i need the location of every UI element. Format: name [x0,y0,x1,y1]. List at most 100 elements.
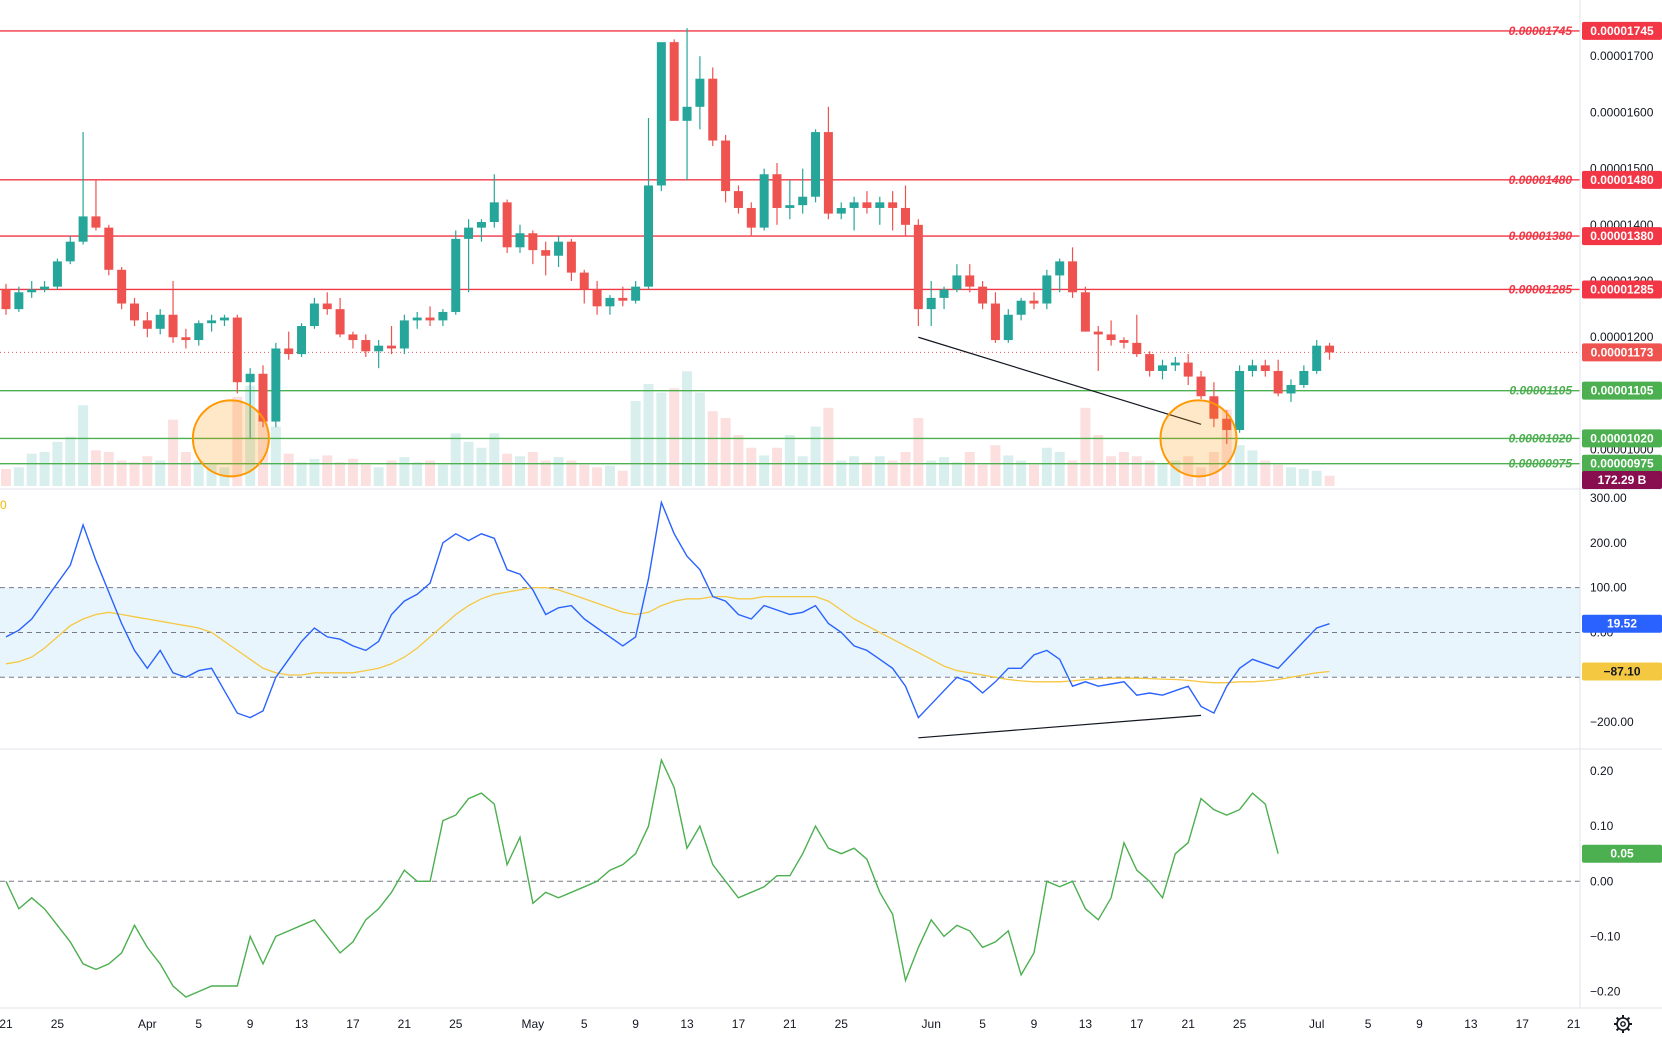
candle-body [65,241,75,262]
candle-body [1286,385,1296,394]
candle-body [1016,300,1026,315]
candle-body [464,227,474,239]
time-tick-label: 17 [732,1017,746,1031]
price-trendline[interactable] [918,336,1202,425]
support-level-tag [1582,381,1662,400]
cci-legend-fragment: 0 [0,498,7,512]
time-tick-label: Jun [922,1017,941,1031]
candle-body [579,272,589,290]
candle-body [1132,342,1142,355]
candle-body [1222,418,1232,430]
candle-body [335,309,345,335]
price-tick-label: 0.00001200 [1590,330,1654,344]
candle-body [566,241,576,273]
volume-histogram [1,371,1335,486]
candle-body [1042,275,1052,304]
resistance-level-label: 0.00001380 [1509,229,1573,243]
cci-ma-value-tag: −87.10 [1603,664,1640,678]
volume-bar [823,407,834,486]
volume-bar [553,457,564,486]
time-tick-label: 13 [1079,1017,1093,1031]
volume-bar [707,411,718,486]
candle-body [939,289,949,298]
candle-body [990,303,1000,341]
volume-bar [951,462,962,486]
volume-bar [347,458,358,486]
cci-tick-label: 100.00 [1590,581,1627,595]
volume-bar [1311,470,1322,486]
gear-icon[interactable] [1614,1015,1632,1033]
cci-ma-line [5,586,1330,684]
momentum-tick-label: 0.10 [1590,819,1614,833]
highlight-circles[interactable] [191,399,1238,478]
candle-body [721,140,731,192]
candle-body [515,233,525,248]
level-tags: 0.00001745 0.00001480 0.00001380 0.00001285… [1582,21,1662,473]
support-level-tag-text: 0.00000975 [1590,457,1654,471]
volume-bar [116,460,127,486]
volume-bar [759,455,770,486]
volume-bar [1131,456,1142,486]
candle-body [271,348,281,422]
candle-body [1325,345,1335,353]
time-tick-label: 25 [835,1017,849,1031]
volume-bar [1298,469,1309,486]
volume-bar [270,426,281,486]
candle-body [1158,365,1167,371]
resistance-level-tag-text: 0.00001480 [1590,173,1654,187]
candle-body [875,202,885,208]
candle-body [849,202,859,208]
volume-bar [1260,460,1271,486]
volume-bar [746,447,757,486]
volume-bar [65,436,76,486]
momentum-pane[interactable] [0,757,1580,998]
momentum-axis-ticks[interactable]: 0.20 0.10 0.00 −0.10 −0.20 [1590,764,1621,998]
candle-body [168,314,178,338]
candle-body [1,289,11,310]
time-tick-label: 21 [1567,1017,1581,1031]
candle-body [656,42,666,186]
candle-body [798,196,808,206]
cci-trendline[interactable] [918,714,1202,739]
volume-bar [450,433,461,486]
time-axis-labels[interactable]: 21 25 Apr 5 9 13 17 21 25 May 5 9 13 17 21 25 Jun 5 9 13 17 2… [0,1017,1581,1031]
candle-body [528,233,538,251]
volume-bar [232,396,243,486]
volume-bar [913,418,924,486]
candle-body [438,311,448,321]
candle-body [142,320,152,329]
volume-bar [335,462,346,486]
candle-body [823,132,833,214]
volume-bar [1041,447,1052,486]
volume-bar [720,418,731,486]
cci-pane[interactable]: 0 [0,498,1580,739]
momentum-line [5,757,1279,998]
axis-value-tags: 0.00001173 172.29 B 19.52 −87.10 0.05 [1582,343,1662,863]
volume-bar [1118,452,1129,486]
candle-body [785,205,795,208]
volume-bar [630,401,641,486]
candle-body [631,286,641,301]
resistance-level-tag-text: 0.00001285 [1590,282,1654,296]
volume-bar [900,452,911,486]
candle-body [489,202,499,223]
candle-body [1299,370,1309,386]
support-level-label: 0.00000975 [1509,457,1573,471]
time-tick-label: 21 [783,1017,797,1031]
candle-body [901,207,910,225]
candle-body [669,42,679,121]
time-tick-label: 21 [0,1017,13,1031]
volume-bar [373,467,384,486]
volume-bar [142,456,153,486]
candle-body [27,289,37,293]
cci-value-tag-bg [1582,614,1662,633]
price-pane[interactable]: 0.00001745 0.00001480 0.00001380 0.00001285… [0,24,1580,486]
volume-bar [515,456,525,486]
volume-bar [1221,409,1232,486]
candle-body [91,216,101,228]
candle-body [888,202,898,208]
candle-body [772,174,782,208]
volume-bar [1183,456,1194,486]
time-tick-label: 9 [247,1017,254,1031]
